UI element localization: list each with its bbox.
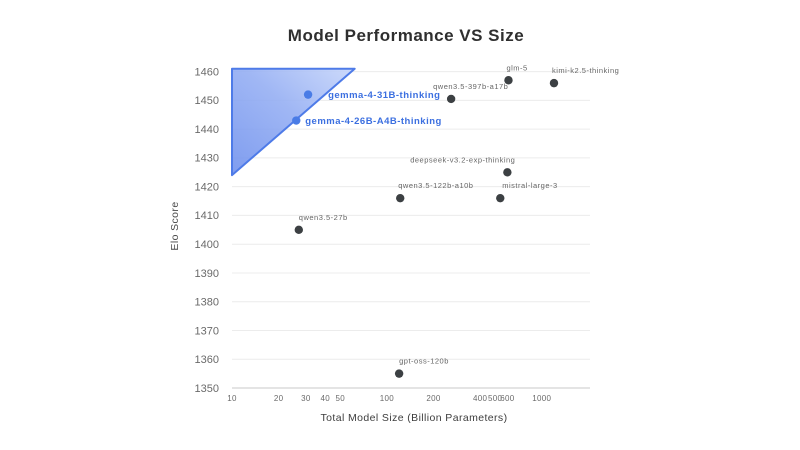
point-label-qwen3.5-27b: qwen3.5-27b [299,213,348,222]
y-tick-label: 1380 [195,297,219,309]
data-point-kimi-k2.5-thinking [549,78,559,88]
x-tick-label: 50 [335,394,345,403]
data-point-qwen3.5-397b-a17b [446,94,456,104]
data-point-deepseek-v3.2-exp-thinking [503,168,512,177]
x-tick-label: 500 [488,394,502,403]
point-label-gemma-4-26B-A4B-thinking: gemma-4-26B-A4B-thinking [305,116,442,127]
y-axis-title: Elo Score [169,201,181,250]
point-label-gpt-oss-120b: gpt-oss-120b [399,357,449,366]
chart-title: Model Performance VS Size [288,26,524,45]
x-tick-label: 40 [320,394,330,403]
data-point-qwen3.5-27b [294,225,304,235]
y-tick-label: 1460 [195,66,219,78]
data-point-gemma-4-26B-A4B-thinking [292,116,301,125]
x-tick-label: 600 [500,394,514,403]
y-tick-label: 1350 [195,383,219,395]
y-tick-label: 1360 [195,354,219,366]
data-point-glm-5 [504,76,513,85]
point-label-qwen3.5-122b-a10b: qwen3.5-122b-a10b [398,181,473,190]
x-tick-label: 1000 [532,394,551,403]
point-label-kimi-k2.5-thinking: kimi-k2.5-thinking [552,66,619,75]
y-tick-label: 1450 [195,95,219,107]
point-label-mistral-large-3: mistral-large-3 [502,181,557,190]
x-axis-title: Total Model Size (Billion Parameters) [321,412,508,424]
x-tick-label: 100 [380,394,394,403]
y-tick-label: 1420 [195,181,219,193]
axis-layer: 1350 1360 1370 1380 1390 1400 1410 1420 1430 1440… [195,66,590,403]
y-tick-label: 1390 [195,268,219,280]
data-point-mistral-large-3 [496,193,505,203]
x-tick-label: 30 [301,394,311,403]
point-label-deepseek-v3.2-exp-thinking: deepseek-v3.2-exp-thinking [410,155,515,164]
y-tick-label: 1440 [195,124,219,136]
point-layer [292,76,559,378]
x-tick-label: 10 [227,394,237,403]
x-tick-label: 400 [473,394,487,403]
point-label-gemma-4-31B-thinking: gemma-4-31B-thinking [328,90,440,101]
data-point-qwen3.5-122b-a10b [396,193,405,203]
point-label-qwen3.5-397b-a17b: qwen3.5-397b-a17b [433,82,508,91]
x-tick-label: 200 [426,394,440,403]
y-tick-label: 1370 [195,325,219,337]
x-tick-label: 20 [274,394,284,403]
y-tick-label: 1410 [195,210,219,222]
data-point-gemma-4-31B-thinking [303,90,313,99]
y-tick-label: 1400 [195,239,219,251]
data-point-gpt-oss-120b [394,369,404,378]
point-label-layer: gemma-4-31B-thinking gemma-4-26B-A4B-thin… [299,63,619,366]
y-tick-label: 1430 [195,153,219,165]
point-label-glm-5: glm-5 [506,63,527,72]
